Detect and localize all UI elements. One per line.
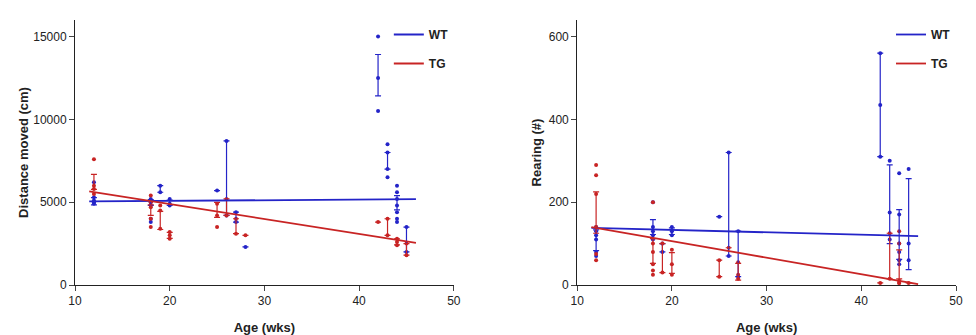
svg-text:5000: 5000 [40, 195, 67, 209]
svg-text:Rearing (#): Rearing (#) [529, 119, 544, 187]
svg-text:200: 200 [549, 195, 569, 209]
svg-text:40: 40 [855, 294, 869, 308]
svg-text:10: 10 [68, 294, 82, 308]
svg-text:TG: TG [931, 57, 948, 71]
svg-text:40: 40 [352, 294, 366, 308]
svg-text:10: 10 [570, 294, 584, 308]
svg-text:0: 0 [60, 278, 67, 292]
svg-text:10000: 10000 [33, 113, 67, 127]
svg-text:Distance moved (cm): Distance moved (cm) [16, 87, 31, 218]
svg-text:30: 30 [760, 294, 774, 308]
svg-text:WT: WT [429, 28, 448, 42]
svg-text:50: 50 [949, 294, 963, 308]
svg-text:20: 20 [163, 294, 177, 308]
svg-text:15000: 15000 [33, 30, 67, 44]
svg-text:Age (wks): Age (wks) [234, 320, 295, 335]
svg-text:WT: WT [931, 28, 950, 42]
svg-text:50: 50 [447, 294, 461, 308]
svg-text:400: 400 [549, 113, 569, 127]
svg-text:Age (wks): Age (wks) [736, 320, 797, 335]
svg-text:TG: TG [429, 57, 446, 71]
svg-text:600: 600 [549, 30, 569, 44]
svg-text:0: 0 [562, 278, 569, 292]
svg-text:30: 30 [258, 294, 272, 308]
svg-text:20: 20 [665, 294, 679, 308]
